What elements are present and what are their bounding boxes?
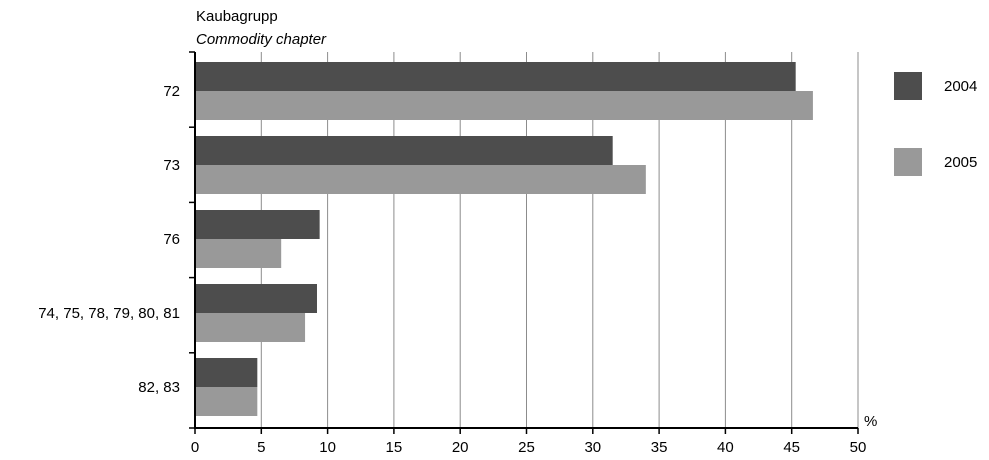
category-label: 82, 83 <box>138 379 180 396</box>
bar-2004-1 <box>195 62 796 91</box>
x-tick-label: 40 <box>717 439 734 456</box>
x-tick-labels: 0 5 10 15 20 25 30 35 40 45 50 <box>191 439 867 456</box>
bar-2005-2 <box>195 165 646 194</box>
bars <box>195 62 813 416</box>
bar-2005-3 <box>195 239 282 268</box>
bar-2004-2 <box>195 136 613 165</box>
legend-swatch-2005 <box>894 148 922 176</box>
category-label: 74, 75, 78, 79, 80, 81 <box>38 305 180 322</box>
legend-swatch-2004 <box>894 72 922 100</box>
chart-title: Kaubagrupp <box>196 8 278 25</box>
x-tick-label: 25 <box>518 439 535 456</box>
bar-2004-3 <box>195 210 320 239</box>
category-label: 73 <box>163 157 180 174</box>
x-tick-label: 20 <box>452 439 469 456</box>
x-tick-label: 30 <box>584 439 601 456</box>
bar-2005-4 <box>195 313 306 342</box>
category-label: 72 <box>163 83 180 100</box>
chart-subtitle: Commodity chapter <box>196 31 327 48</box>
bar-2004-4 <box>195 284 317 313</box>
bar-2004-5 <box>195 358 258 387</box>
bar-2005-5 <box>195 387 258 416</box>
x-tick-label: 0 <box>191 439 199 456</box>
axes <box>189 51 859 434</box>
category-label: 76 <box>163 231 180 248</box>
x-axis-unit-label: % <box>864 413 877 430</box>
category-labels: 72 73 76 74, 75, 78, 79, 80, 81 82, 83 <box>38 83 180 396</box>
x-tick-label: 50 <box>850 439 867 456</box>
x-tick-label: 15 <box>386 439 403 456</box>
legend-label: 2005 <box>944 154 977 171</box>
x-tick-label: 35 <box>651 439 668 456</box>
x-tick-label: 45 <box>783 439 800 456</box>
x-tick-label: 10 <box>319 439 336 456</box>
legend: 2004 2005 <box>894 72 977 176</box>
x-tick-label: 5 <box>257 439 265 456</box>
legend-label: 2004 <box>944 78 977 95</box>
bar-2005-1 <box>195 91 813 120</box>
